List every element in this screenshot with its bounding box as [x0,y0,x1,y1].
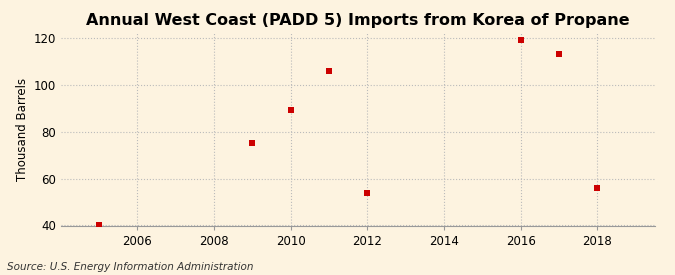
Point [323,68,334,73]
Point [554,52,564,56]
Point [286,108,296,113]
Point [362,190,373,195]
Y-axis label: Thousand Barrels: Thousand Barrels [16,78,29,181]
Point [94,223,105,228]
Text: Source: U.S. Energy Information Administration: Source: U.S. Energy Information Administ… [7,262,253,272]
Point [515,38,526,42]
Point [247,141,258,145]
Title: Annual West Coast (PADD 5) Imports from Korea of Propane: Annual West Coast (PADD 5) Imports from … [86,13,630,28]
Point [592,186,603,190]
